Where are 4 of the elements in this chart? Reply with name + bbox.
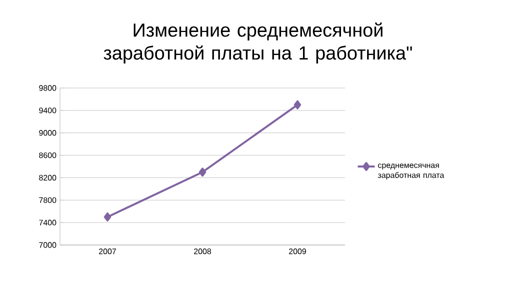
point <box>104 212 112 222</box>
point <box>198 168 206 177</box>
point <box>294 100 302 110</box>
chart-title: Изменение среднемесячной заработной платы на 1 работника" <box>104 22 412 64</box>
